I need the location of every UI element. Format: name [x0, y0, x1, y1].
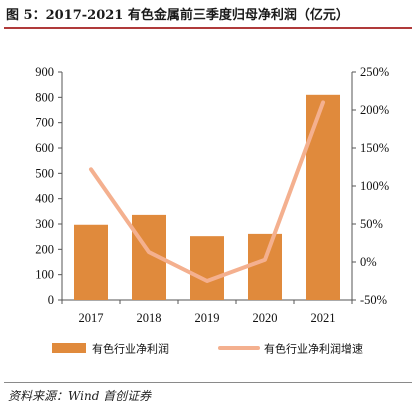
y-right-tick-label: 150%	[360, 141, 389, 155]
bar-2021	[306, 94, 340, 300]
y-left-tick-label: 200	[35, 242, 54, 256]
y-left-tick-label: 400	[35, 192, 54, 206]
y-left-tick-label: 900	[35, 65, 54, 79]
y-right-tick-label: 250%	[360, 65, 389, 79]
source-note: 资料来源：Wind 首创证券	[8, 389, 152, 403]
x-tick-label: 2021	[311, 311, 336, 325]
title-divider	[4, 27, 412, 29]
y-right-tick-label: -50%	[360, 293, 387, 307]
x-tick-label: 2019	[195, 311, 220, 325]
legend-label-bar: 有色行业净利润	[92, 342, 169, 356]
y-right-tick-label: 100%	[360, 179, 389, 193]
source-divider	[4, 382, 412, 383]
chart-title: 图 5：2017-2021 有色金属前三季度归母净利润（亿元）	[6, 8, 349, 23]
bar-2017	[74, 224, 108, 300]
y-left-tick-label: 100	[35, 268, 54, 282]
x-tick-label: 2020	[253, 311, 278, 325]
y-left-tick-label: 800	[35, 90, 54, 104]
y-left-tick-label: 300	[35, 217, 54, 231]
y-left-tick-label: 0	[48, 293, 54, 307]
y-right-tick-label: 200%	[360, 103, 389, 117]
y-left-tick-label: 500	[35, 166, 54, 180]
y-left-tick-label: 700	[35, 116, 54, 130]
y-right-tick-label: 0%	[360, 255, 377, 269]
x-tick-label: 2018	[137, 311, 162, 325]
bar-2020	[248, 233, 282, 300]
legend-swatch-bar	[52, 343, 86, 353]
legend-label-line: 有色行业净利润增速	[264, 342, 363, 356]
bar-2019	[190, 236, 224, 300]
y-left-tick-label: 600	[35, 141, 54, 155]
x-tick-label: 2017	[79, 311, 104, 325]
chart-canvas: 0 100 200 300 400 500 600 700 800 900 -50% 0% 50% 100…	[35, 65, 389, 356]
y-right-tick-label: 50%	[360, 217, 383, 231]
